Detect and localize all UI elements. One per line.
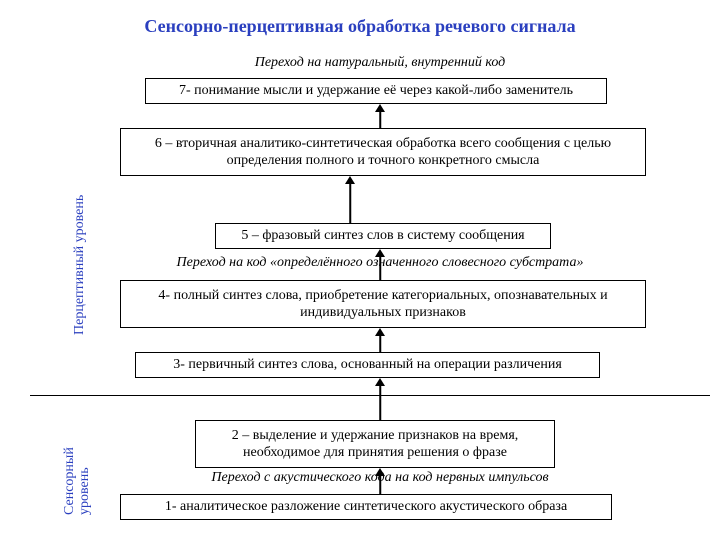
label-sensory-l2: уровень [77, 467, 92, 515]
box-4: 4- полный синтез слова, приобретение кат… [120, 280, 646, 328]
arrow-1 [344, 176, 356, 223]
label-perceptive: Перцептивный уровень [72, 195, 88, 335]
page-title: Сенсорно-перцептивная обработка речевого… [0, 16, 720, 37]
label-sensory: Сенсорныйуровень [62, 447, 93, 515]
note-top: Переход на натуральный, внутренний код [200, 55, 560, 71]
box-2: 2 – выделение и удержание признаков на в… [195, 420, 555, 468]
arrow-5 [374, 468, 386, 494]
arrow-0 [374, 104, 386, 128]
box-1: 1- аналитическое разложение синтетическо… [120, 494, 612, 520]
box-6: 6 – вторичная аналитико-синтетическая об… [120, 128, 646, 176]
level-divider [30, 395, 710, 396]
arrow-2 [374, 249, 386, 280]
box-3: 3- первичный синтез слова, основанный на… [135, 352, 600, 378]
arrow-3 [374, 328, 386, 352]
arrow-4 [374, 378, 386, 420]
label-sensory-l1: Сенсорный [62, 447, 77, 515]
box-7: 7- понимание мысли и удержание её через … [145, 78, 607, 104]
box-5: 5 – фразовый синтез слов в систему сообщ… [215, 223, 551, 249]
